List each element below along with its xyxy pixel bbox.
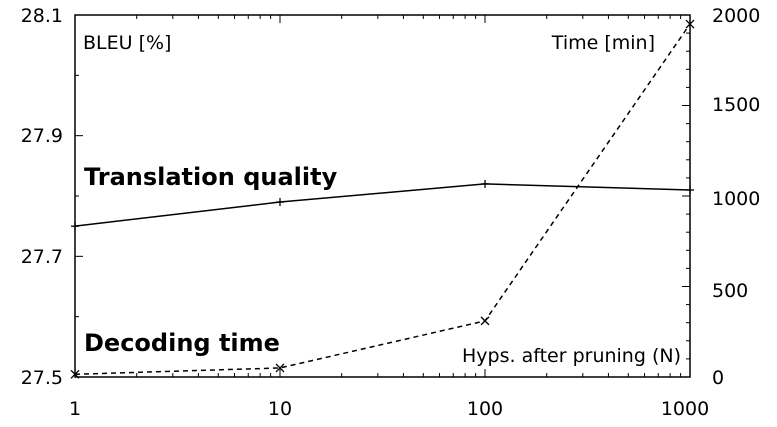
y-right-tick-label: 2000 (712, 5, 760, 27)
y-right-tick-label: 0 (712, 367, 724, 389)
data-point-marker (71, 222, 79, 231)
data-point-marker (70, 369, 80, 379)
series-layer (70, 19, 695, 379)
series-line-0 (74, 183, 691, 227)
data-point-marker (275, 363, 285, 373)
data-point-marker (685, 19, 695, 29)
y-right-tick-label: 500 (712, 280, 748, 302)
y-left-tick-label: 27.7 (21, 246, 63, 268)
x-tick-label: 1 (69, 398, 81, 420)
y-left-tick-label: 27.5 (21, 367, 63, 389)
series-label-translation-quality: Translation quality (84, 163, 338, 191)
left-y-tick-labels: 27.5 27.7 27.9 28.1 (21, 5, 63, 389)
x-axis-label: Hyps. after pruning (N) (462, 345, 681, 367)
data-point-marker (276, 198, 284, 207)
series-label-decoding-time: Decoding time (84, 329, 280, 357)
x-tick-labels: 1 10 100 1000 (69, 398, 709, 420)
y-left-tick-label: 27.9 (21, 125, 63, 147)
x-tick-label: 100 (467, 398, 503, 420)
y-left-tick-label: 28.1 (21, 5, 63, 27)
y-right-tick-label: 1000 (712, 188, 760, 210)
plot-frame (74, 14, 691, 378)
y-left-axis-label: BLEU [%] (83, 32, 171, 54)
tick-marks (74, 14, 690, 378)
right-y-tick-labels: 0 500 1000 1500 2000 (712, 5, 760, 389)
x-tick-label: 1000 (661, 398, 709, 420)
y-right-tick-label: 1500 (712, 94, 760, 116)
x-tick-label: 10 (268, 398, 292, 420)
y-right-axis-label: Time [min] (551, 32, 655, 54)
data-point-marker (686, 185, 694, 194)
series-line-1 (74, 23, 691, 376)
data-point-marker (481, 179, 489, 188)
data-point-marker (480, 316, 490, 326)
